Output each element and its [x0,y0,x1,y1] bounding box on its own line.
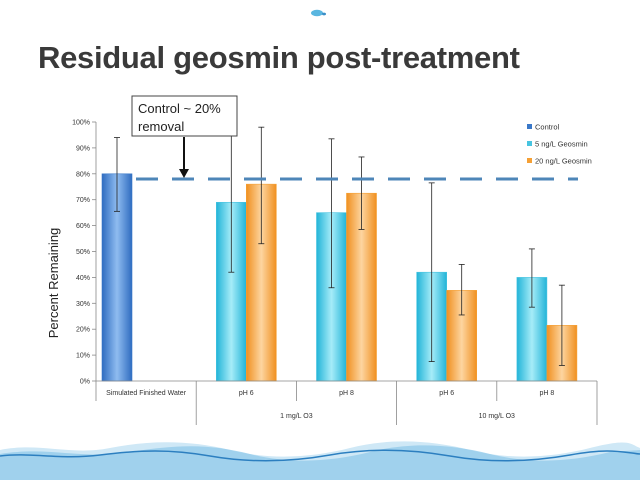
x-group-label: 1 mg/L O3 [280,413,313,420]
y-tick-label: 20% [76,327,90,334]
slide-title: Residual geosmin post-treatment [38,40,520,75]
x-tick-label: Simulated Finished Water [106,390,187,397]
x-group-label: 10 mg/L O3 [479,413,515,420]
y-tick-label: 80% [76,171,90,178]
y-tick-label: 10% [76,353,90,360]
y-tick-label: 100% [72,120,90,127]
y-tick-label: 90% [76,145,90,152]
legend-swatch [527,141,532,146]
y-tick-label: 0% [80,379,90,386]
logo-icon [311,9,326,17]
legend-swatch [527,158,532,163]
annotation-line-1: Control ~ 20% [138,101,221,116]
legend-label: 20 ng/L Geosmin [535,157,592,166]
y-tick-label: 40% [76,275,90,282]
annotation-line-2: removal [138,119,184,134]
x-tick-label: pH 6 [439,390,454,397]
legend-label: Control [535,123,560,132]
x-tick-label: pH 8 [540,390,555,397]
y-tick-label: 70% [76,197,90,204]
x-tick-label: pH 8 [339,390,354,397]
y-axis-label: Percent Remaining [46,228,61,339]
y-tick-label: 60% [76,223,90,230]
legend-swatch [527,124,532,129]
wave-decoration [0,441,640,480]
y-tick-label: 30% [76,301,90,308]
legend-label: 5 ng/L Geosmin [535,140,588,149]
arrow-down-icon [179,169,189,178]
annotation-box: Control ~ 20% removal [131,95,238,178]
y-tick-label: 50% [76,249,90,256]
x-tick-label: pH 6 [239,390,254,397]
